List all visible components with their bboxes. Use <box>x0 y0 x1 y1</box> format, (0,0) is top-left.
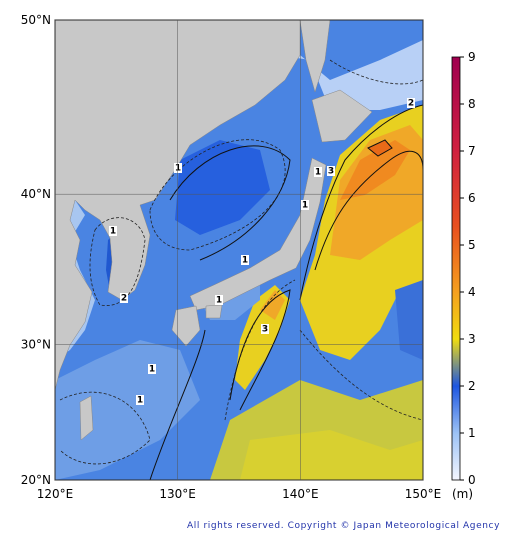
lat-label: 30°N <box>21 337 51 351</box>
contour-label: 1 <box>149 365 155 375</box>
map <box>55 20 423 480</box>
colorbar-tick-label: 4 <box>468 285 476 299</box>
colorbar-tick-label: 3 <box>468 332 476 346</box>
contour-label: 1 <box>110 227 116 237</box>
lon-label: 150°E <box>405 487 442 501</box>
colorbar-tick-label: 0 <box>468 473 476 487</box>
contour-label: 2 <box>408 99 414 109</box>
contour-label: 3 <box>328 167 334 177</box>
contour-label: 1 <box>216 296 222 306</box>
colorbar-unit: (m) <box>452 487 473 501</box>
contour-label: 1 <box>302 201 308 211</box>
contour-label: 1 <box>315 168 321 178</box>
colorbar-tick-label: 8 <box>468 97 476 111</box>
contour-label: 3 <box>262 325 268 335</box>
colorbar-tick-label: 5 <box>468 238 476 252</box>
contour-labels: 1 1 1 1 1 1 1 1 2 2 3 3 <box>109 98 415 406</box>
colorbar-tick-label: 2 <box>468 379 476 393</box>
lon-label: 120°E <box>37 487 74 501</box>
contour-label: 2 <box>121 294 127 304</box>
lon-label: 140°E <box>282 487 319 501</box>
contour-label: 1 <box>175 164 181 174</box>
copyright: All rights reserved. Copyright © Japan M… <box>187 521 500 531</box>
colorbar-tick-label: 9 <box>468 50 476 64</box>
lat-label: 50°N <box>21 13 51 27</box>
colorbar <box>451 56 461 481</box>
lat-label: 20°N <box>21 473 51 487</box>
colorbar-tick-label: 1 <box>468 426 476 440</box>
colorbar-tick-label: 6 <box>468 191 476 205</box>
lat-label: 40°N <box>21 187 51 201</box>
contour-label: 1 <box>137 396 143 406</box>
colorbar-tick-label: 7 <box>468 144 476 158</box>
lon-label: 130°E <box>159 487 196 501</box>
contour-label: 1 <box>242 256 248 266</box>
